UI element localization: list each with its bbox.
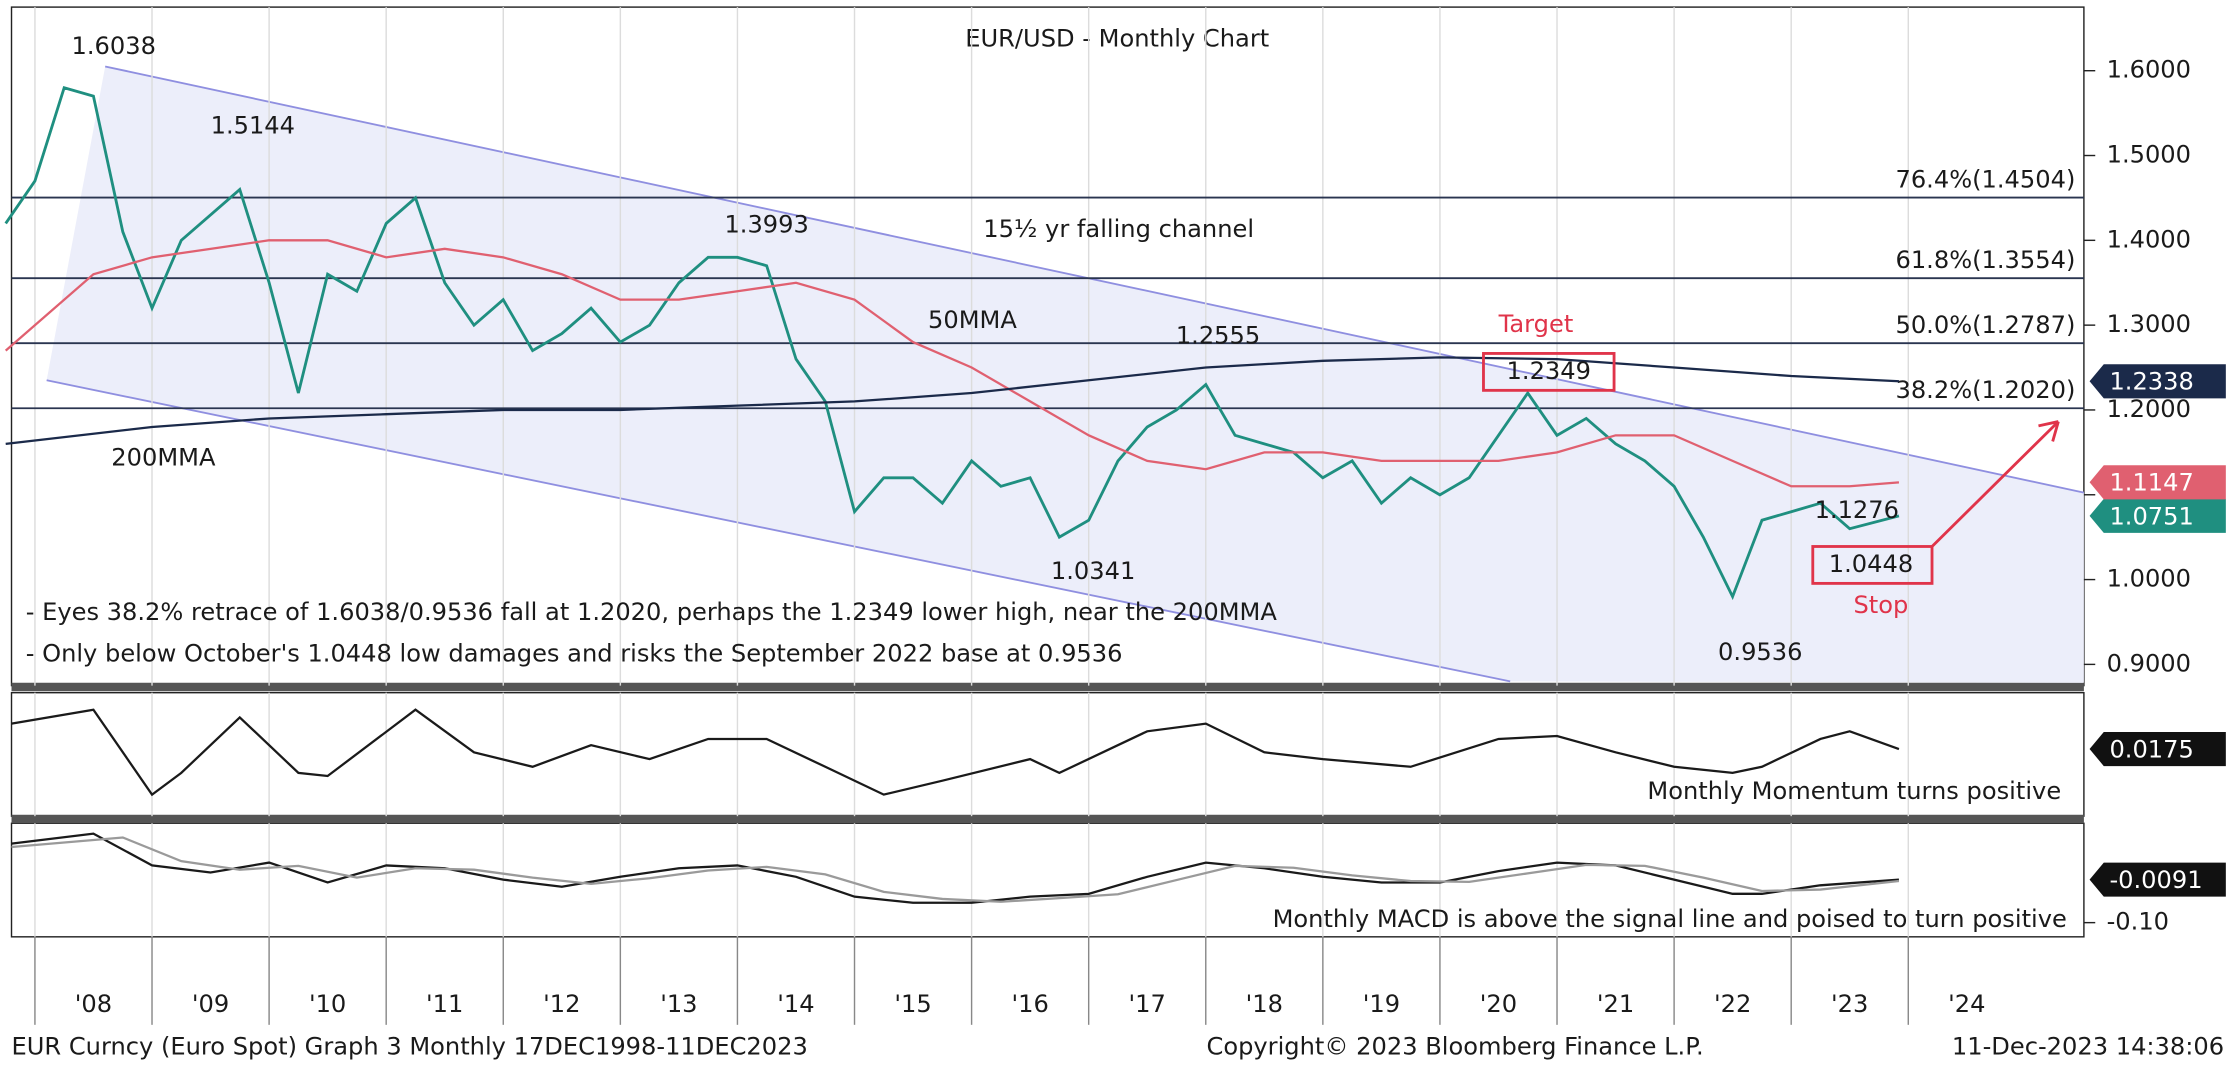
x-tick-label: '16: [1011, 990, 1048, 1018]
x-tick-label: '20: [1480, 990, 1517, 1018]
y-tick-label: 1.2000: [2107, 395, 2191, 423]
value-tag: [2089, 731, 2226, 767]
x-tick-label: '08: [75, 990, 112, 1018]
x-tick-label: '14: [777, 990, 814, 1018]
annotation: 1.6038: [72, 32, 156, 60]
value-tag-label: -0.0091: [2109, 866, 2202, 894]
annotation: 1.0341: [1051, 557, 1135, 585]
x-tick-label: '21: [1597, 990, 1634, 1018]
channel-fill: [46, 66, 2084, 683]
fib-label: 50.0%(1.2787): [1895, 311, 2075, 339]
value-tag-label: 1.2338: [2109, 368, 2193, 396]
series-line: [4, 239, 1900, 488]
panel-annotation: Monthly MACD is above the signal line an…: [1273, 905, 2067, 933]
panel-divider: [11, 814, 2084, 824]
footer-center: Copyright© 2023 Bloomberg Finance L.P.: [1206, 1033, 1703, 1061]
x-tick-label: '13: [660, 990, 697, 1018]
arrow: [1931, 420, 2060, 548]
channel-line: [46, 379, 1511, 683]
annotation: 50MMA: [928, 306, 1017, 334]
x-tick-label: '09: [192, 990, 229, 1018]
y-tick-label: -0.10: [2107, 908, 2169, 936]
annotation: 1.5144: [211, 111, 295, 139]
annotation: Target: [1498, 310, 1574, 338]
x-tick-label: '17: [1129, 990, 1166, 1018]
fib-label: 61.8%(1.3554): [1895, 246, 2075, 274]
panel-annotation: Monthly Momentum turns positive: [1647, 777, 2061, 805]
y-tick-label: 1.3000: [2107, 310, 2191, 338]
x-tick-label: '23: [1831, 990, 1868, 1018]
value-tag-label: 1.1147: [2109, 469, 2193, 497]
x-tick-label: '19: [1363, 990, 1400, 1018]
series-line: [5, 356, 1899, 445]
footer-left: EUR Curncy (Euro Spot) Graph 3 Monthly 1…: [12, 1033, 808, 1061]
annotation: 15½ yr falling channel: [983, 215, 1254, 243]
target-box: [1482, 352, 1616, 392]
annotation: 1.2349: [1507, 357, 1591, 385]
y-tick-label: 0.9000: [2107, 649, 2191, 677]
value-tag: [2089, 498, 2226, 533]
value-tag-label: 1.0751: [2109, 502, 2193, 530]
y-tick-label: 1.0000: [2107, 565, 2191, 593]
fib-label: 38.2%(1.2020): [1895, 376, 2075, 404]
value-tag: [2089, 364, 2226, 399]
annotation: 200MMA: [111, 443, 216, 471]
panel-divider: [11, 682, 2084, 692]
x-tick-label: '18: [1246, 990, 1283, 1018]
x-tick-label: '22: [1714, 990, 1751, 1018]
x-tick-label: '12: [543, 990, 580, 1018]
chart-title: EUR/USD - Monthly Chart: [965, 25, 1269, 53]
x-tick-label: '15: [894, 990, 931, 1018]
value-tag: [2089, 862, 2226, 897]
annotation: 0.9536: [1718, 638, 1802, 666]
note: - Only below October's 1.0448 low damage…: [26, 639, 1123, 667]
y-tick-label: 1.6000: [2107, 56, 2191, 84]
x-tick-label: '10: [309, 990, 346, 1018]
series-line: [4, 85, 1900, 601]
channel-line: [104, 65, 2085, 494]
x-tick-label: '11: [426, 990, 463, 1018]
value-tag: [2089, 465, 2226, 500]
value-tag-label: 0.0175: [2109, 735, 2193, 763]
macd-panel: [10, 822, 2085, 938]
fib-label: 76.4%(1.4504): [1895, 166, 2075, 194]
annotation: 1.3993: [724, 211, 808, 239]
annotation: 1.2555: [1176, 321, 1260, 349]
series-line: [11, 708, 1900, 797]
stop-box: [1811, 545, 1934, 585]
annotation: 1.0448: [1829, 550, 1913, 578]
annotation: 1.1276: [1815, 496, 1899, 524]
y-tick-label: 1.4000: [2107, 225, 2191, 253]
footer-right: 11-Dec-2023 14:38:06: [1952, 1033, 2224, 1061]
y-tick-label: 1.5000: [2107, 141, 2191, 169]
note: - Eyes 38.2% retrace of 1.6038/0.9536 fa…: [26, 598, 1278, 626]
annotation: Stop: [1853, 591, 1908, 619]
x-tick-label: '24: [1948, 990, 1985, 1018]
series-line: [11, 836, 1900, 903]
